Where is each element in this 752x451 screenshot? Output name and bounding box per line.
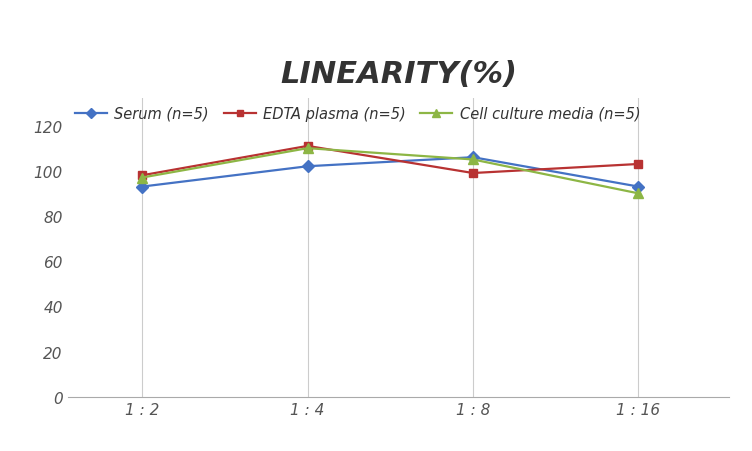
Title: LINEARITY(%): LINEARITY(%): [280, 60, 517, 88]
EDTA plasma (n=5): [303, 144, 312, 149]
Line: Serum (n=5): Serum (n=5): [138, 154, 643, 191]
Serum (n=5): [468, 155, 478, 161]
Line: Cell culture media (n=5): Cell culture media (n=5): [138, 144, 643, 199]
EDTA plasma (n=5): [138, 173, 147, 179]
Line: EDTA plasma (n=5): EDTA plasma (n=5): [138, 143, 643, 180]
EDTA plasma (n=5): [634, 162, 643, 167]
Cell culture media (n=5): [138, 175, 147, 181]
Legend: Serum (n=5), EDTA plasma (n=5), Cell culture media (n=5): Serum (n=5), EDTA plasma (n=5), Cell cul…: [75, 106, 640, 121]
Serum (n=5): [634, 184, 643, 190]
EDTA plasma (n=5): [468, 171, 478, 176]
Cell culture media (n=5): [634, 191, 643, 197]
Cell culture media (n=5): [468, 157, 478, 163]
Serum (n=5): [303, 164, 312, 170]
Serum (n=5): [138, 184, 147, 190]
Cell culture media (n=5): [303, 146, 312, 152]
